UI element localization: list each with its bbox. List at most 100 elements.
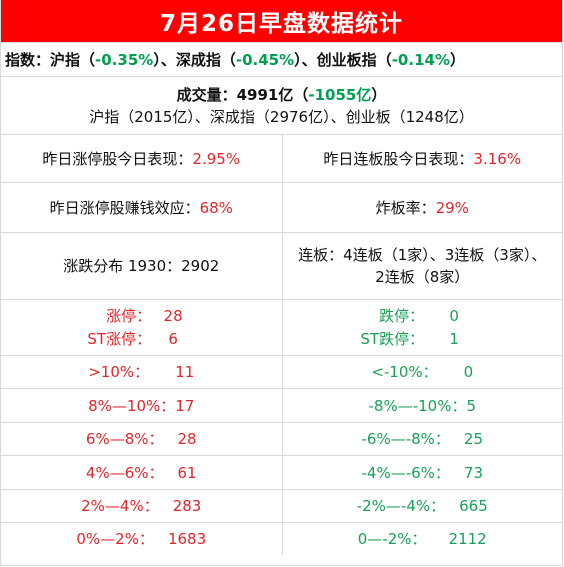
stat-label: 昨日涨停股赚钱效应：	[49, 198, 200, 217]
limit-up-cell: 涨停： 28 ST涨停： 6	[1, 300, 282, 355]
range-down-label: -2%—-4%：	[356, 497, 446, 515]
index-summary: 指数：沪指（-0.35%）、深成指（-0.45%）、创业板指（-0.14%）	[1, 43, 562, 76]
index-name-sh: 沪指	[50, 50, 81, 69]
limits-row: 涨停： 28 ST涨停： 6 跌停： 0 ST跌停： 1	[1, 300, 562, 356]
range-up-value: 283	[172, 497, 202, 515]
stats-row: 昨日涨停股今日表现：2.95% 昨日连板股今日表现：3.16%	[1, 135, 562, 183]
index-name-sz: 深成指	[175, 50, 221, 69]
range-up-cell: 2%—4%： 283	[1, 490, 282, 522]
volume-summary: 成交量：4991亿（-1055亿） 沪指（2015亿）、深成指（2976亿）、创…	[1, 77, 562, 134]
paren-open: （	[376, 50, 392, 69]
range-up-cell: 8%—10%：17	[1, 389, 282, 422]
range-up-value: 1683	[167, 530, 207, 548]
index-value-sz: -0.45%	[235, 50, 295, 69]
separator: 、	[301, 50, 317, 69]
range-up-label: 4%—6%：	[85, 463, 164, 482]
limit-down-cell: 跌停： 0 ST跌停： 1	[281, 300, 563, 355]
separator: 、	[160, 50, 176, 69]
distribution-label: 涨跌分布 1930：2902	[63, 257, 220, 275]
index-row: 指数：沪指（-0.35%）、深成指（-0.45%）、创业板指（-0.14%）	[1, 43, 562, 77]
index-name-cyb: 创业板指	[316, 50, 377, 69]
range-down-cell: -2%—-4%： 665	[281, 490, 563, 522]
paren-open: （	[80, 50, 96, 69]
range-up-cell: 4%—6%： 61	[1, 456, 282, 489]
limit-down-label: 跌停：	[379, 306, 425, 325]
range-down-cell: <-10%： 0	[281, 356, 563, 388]
stat-cell: 昨日涨停股赚钱效应：68%	[1, 183, 282, 232]
range-row: 6%—8%： 28 -6%—-8%： 25	[1, 423, 562, 456]
stat-label: 昨日涨停股今日表现：	[42, 149, 193, 168]
page-title: 7月26日早盘数据统计	[1, 0, 562, 43]
st-limit-down-value: 1	[449, 329, 459, 348]
range-up-value: 11	[175, 363, 195, 381]
range-down-value: 5	[466, 396, 476, 415]
range-row: 2%—4%： 283 -2%—-4%： 665	[1, 490, 562, 523]
range-up-label: 0%—2%：	[76, 530, 154, 548]
range-down-cell: -4%—-6%： 73	[281, 456, 563, 489]
range-up-label: 8%—10%：	[88, 396, 176, 415]
stat-value: 68%	[199, 198, 233, 217]
paren-open: （	[220, 50, 236, 69]
st-limit-down-label: ST跌停：	[360, 329, 425, 348]
range-down-value: 665	[459, 497, 488, 515]
stat-value: 29%	[435, 198, 469, 217]
st-limit-up-label: ST涨停：	[87, 329, 152, 348]
range-row: 4%—6%： 61 -4%—-6%： 73	[1, 456, 562, 490]
range-up-label: 2%—4%：	[81, 497, 159, 515]
stat-cell: 炸板率：29%	[281, 183, 563, 232]
index-label: 指数：	[5, 50, 51, 69]
stat-value: 2.95%	[192, 149, 241, 168]
range-up-value: 61	[177, 463, 197, 482]
range-up-label: >10%：	[88, 363, 150, 381]
lianban-cell: 连板：4连板（1家）、3连板（3家）、 2连板（8家）	[281, 233, 563, 299]
limit-up-value: 28	[163, 306, 183, 325]
limit-down-value: 0	[449, 306, 459, 325]
range-down-label: <-10%：	[371, 363, 438, 381]
distribution-cell: 涨跌分布 1930：2902	[1, 233, 282, 299]
range-row: >10%： 11 <-10%： 0	[1, 356, 562, 389]
lianban-line: 连板：4连板（1家）、3连板（3家）、	[298, 246, 547, 264]
volume-change: -1055亿	[308, 85, 372, 104]
range-down-label: 0—-2%：	[357, 530, 427, 548]
index-value-sh: -0.35%	[95, 50, 154, 69]
range-up-cell: >10%： 11	[1, 356, 282, 388]
lianban-line: 2连板（8家）	[375, 268, 470, 286]
stat-cell: 昨日涨停股今日表现：2.95%	[1, 135, 282, 182]
volume-label: 成交量：	[176, 85, 237, 104]
range-up-cell: 0%—2%： 1683	[1, 523, 282, 555]
stats-row: 昨日涨停股赚钱效应：68% 炸板率：29%	[1, 183, 562, 233]
stat-label: 昨日连板股今日表现：	[323, 149, 474, 168]
range-row: 0%—2%： 1683 0—-2%： 2112	[1, 523, 562, 555]
range-down-value: 73	[463, 463, 483, 482]
paren-close: ）	[294, 50, 302, 69]
range-down-label: -4%—-6%：	[361, 463, 450, 482]
distribution-row: 涨跌分布 1930：2902 连板：4连板（1家）、3连板（3家）、 2连板（8…	[1, 233, 562, 300]
st-limit-up-value: 6	[168, 329, 178, 348]
limit-up-label: 涨停：	[106, 306, 152, 325]
range-row: 8%—10%：17 -8%—-10%：5	[1, 389, 562, 423]
stat-cell: 昨日连板股今日表现：3.16%	[281, 135, 563, 182]
range-down-label: -6%—-8%：	[361, 430, 450, 448]
paren-close: ）	[449, 50, 465, 69]
range-up-value: 28	[177, 430, 197, 448]
volume-value: 4991亿	[236, 85, 294, 104]
range-down-value: 2112	[448, 530, 487, 548]
stat-value: 3.16%	[473, 149, 522, 168]
range-down-value: 25	[463, 430, 483, 448]
paren-close: ）	[371, 85, 387, 104]
range-down-cell: -6%—-8%： 25	[281, 423, 563, 455]
paren-close: ）	[153, 50, 161, 69]
range-down-cell: -8%—-10%：5	[281, 389, 563, 422]
range-down-label: -8%—-10%：	[368, 396, 467, 415]
paren-open: （	[293, 85, 309, 104]
range-up-value: 17	[175, 396, 195, 415]
volume-breakdown: 沪指（2015亿）、深成指（2976亿）、创业板（1248亿）	[89, 107, 474, 126]
stat-label: 炸板率：	[375, 198, 436, 217]
range-up-label: 6%—8%：	[85, 430, 164, 448]
range-up-cell: 6%—8%： 28	[1, 423, 282, 455]
index-value-cyb: -0.14%	[391, 50, 450, 69]
range-down-value: 0	[463, 363, 474, 381]
range-down-cell: 0—-2%： 2112	[281, 523, 563, 555]
volume-row: 成交量：4991亿（-1055亿） 沪指（2015亿）、深成指（2976亿）、创…	[1, 77, 562, 135]
